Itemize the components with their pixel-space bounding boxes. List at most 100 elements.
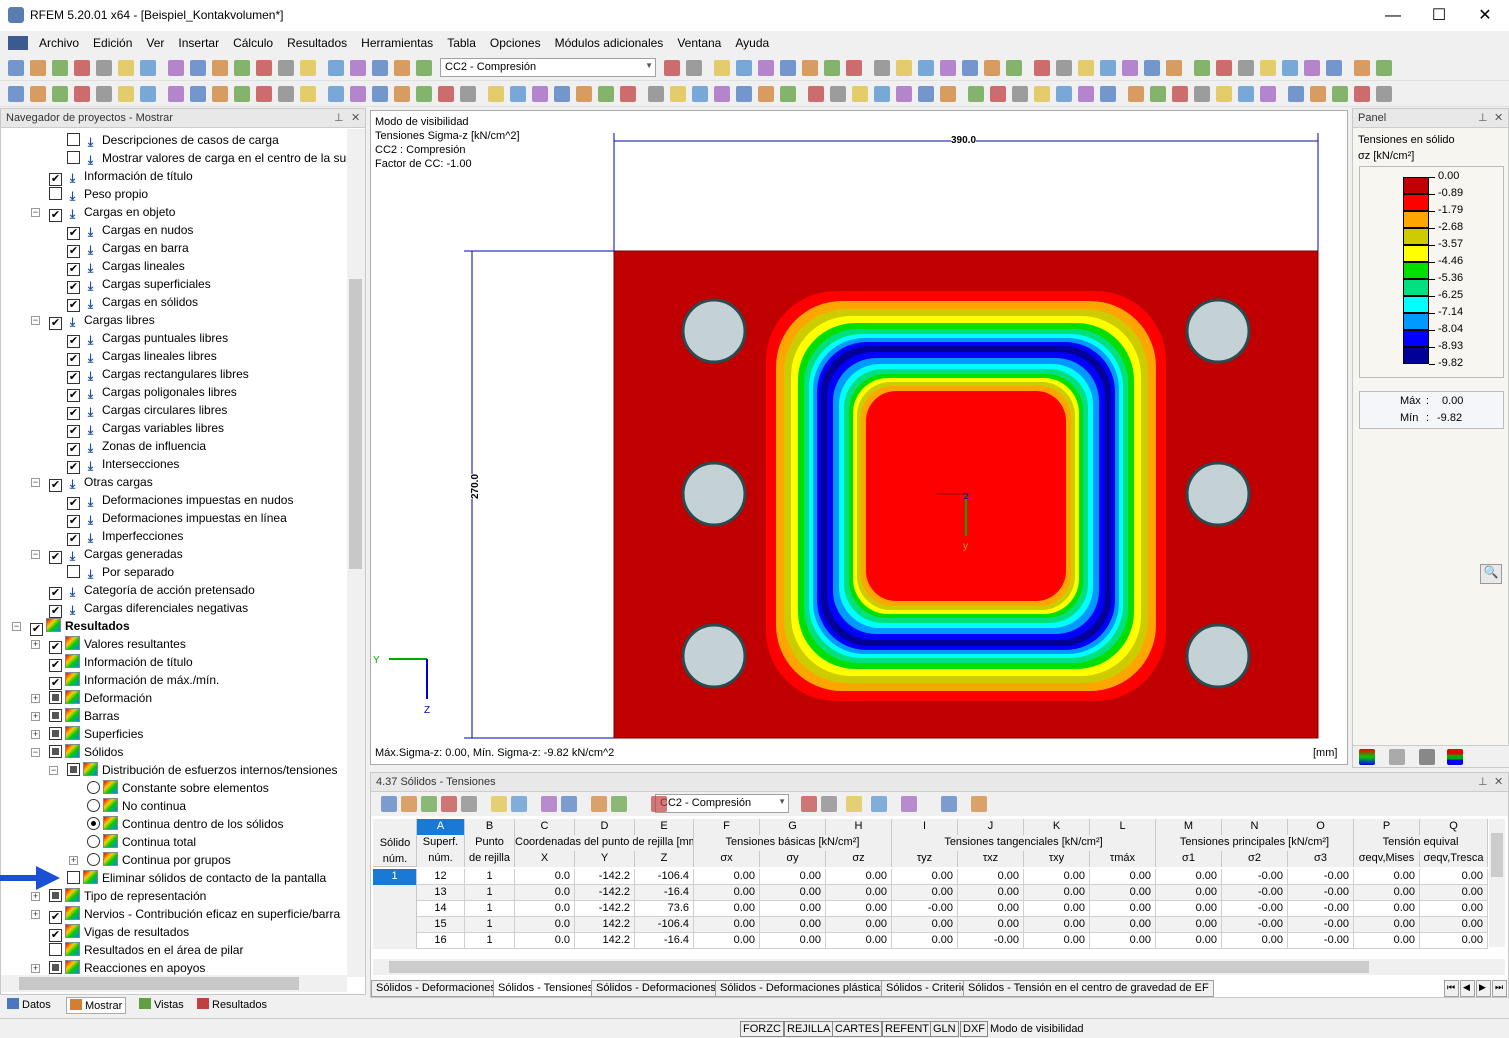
tab-nav-prev-icon[interactable]: ◀	[1460, 980, 1475, 997]
toolbar-icon[interactable]	[918, 86, 934, 102]
toolbar-icon[interactable]	[686, 60, 702, 76]
table-cell[interactable]: -0.00	[958, 933, 1024, 949]
table-cell[interactable]: -16.4	[635, 885, 694, 901]
column-letter-P[interactable]: P	[1354, 819, 1420, 835]
colors-tab-icon[interactable]	[1447, 749, 1463, 765]
tree-item[interactable]: Continua total	[87, 833, 196, 851]
toolbar-icon[interactable]	[168, 86, 184, 102]
checkbox[interactable]: ✔	[49, 605, 62, 618]
radio-button[interactable]	[87, 835, 100, 848]
menu-item-5[interactable]: Resultados	[287, 36, 348, 50]
toolbar-icon[interactable]	[780, 86, 796, 102]
tree-item[interactable]: ✔ ⤓ Cargas en sólidos	[67, 293, 198, 312]
checkbox[interactable]: ✔	[67, 443, 80, 456]
table-cell[interactable]: 0.00	[760, 901, 826, 917]
table-cell[interactable]: 1	[465, 869, 515, 885]
table-cell[interactable]: 0.00	[760, 917, 826, 933]
expand-toggle[interactable]: −	[12, 621, 21, 631]
toolbar-icon[interactable]	[714, 86, 730, 102]
tree-item[interactable]: ✔ ⤓ Cargas diferenciales negativas	[49, 599, 248, 618]
menu-item-9[interactable]: Módulos adicionales	[554, 36, 664, 50]
table-cell[interactable]: 0.00	[694, 933, 760, 949]
table-cell[interactable]: 0.00	[892, 917, 958, 933]
table-tab-0[interactable]: Sólidos - Deformaciones	[371, 980, 501, 997]
toolbar-icon[interactable]	[1078, 86, 1094, 102]
toolbar-icon[interactable]	[30, 60, 46, 76]
table-cell[interactable]: -0.00	[1222, 917, 1288, 933]
checkbox[interactable]	[49, 727, 62, 740]
toolbar-icon[interactable]	[394, 60, 410, 76]
toolbar-icon[interactable]	[1172, 86, 1188, 102]
table-cell[interactable]: 0.0	[515, 869, 575, 885]
checkbox[interactable]: ✔	[49, 641, 62, 654]
scrollbar-thumb[interactable]	[19, 977, 299, 990]
table-cell[interactable]: 0.00	[826, 933, 892, 949]
toolbar-icon[interactable]	[1304, 60, 1320, 76]
toolbar-icon[interactable]	[1310, 86, 1326, 102]
table-horizontal-scrollbar[interactable]	[373, 959, 1505, 975]
toolbar-icon[interactable]	[1282, 60, 1298, 76]
tree-item[interactable]: ✔ ⤓ Información de título	[49, 167, 193, 186]
checkbox[interactable]	[49, 943, 62, 956]
row-header[interactable]	[373, 901, 417, 917]
menu-item-4[interactable]: Cálculo	[233, 36, 274, 50]
tab-nav-next-icon[interactable]: ▶	[1476, 980, 1491, 997]
table-cell[interactable]: 0.00	[958, 917, 1024, 933]
column-letter-H[interactable]: H	[826, 819, 892, 835]
toolbar-icon[interactable]	[1238, 60, 1254, 76]
toolbar-icon[interactable]	[1194, 60, 1210, 76]
table-cell[interactable]: 0.00	[958, 869, 1024, 885]
checkbox[interactable]: ✔	[67, 299, 80, 312]
toolbar-icon[interactable]	[1100, 86, 1116, 102]
table-load-case-select[interactable]: CC2 - Compresión ▼	[655, 794, 789, 813]
table-cell[interactable]: 0.00	[760, 933, 826, 949]
toolbar-icon[interactable]	[1150, 86, 1166, 102]
toolbar-icon[interactable]	[1122, 60, 1138, 76]
toolbar-icon[interactable]	[300, 60, 316, 76]
table-cell[interactable]: 0.00	[1354, 885, 1420, 901]
table-cell[interactable]: 0.00	[1420, 869, 1488, 885]
status-toggle-rejilla[interactable]: REJILLA	[784, 1021, 834, 1037]
toolbar-icon[interactable]	[1034, 86, 1050, 102]
toolbar-icon[interactable]	[576, 86, 592, 102]
tree-item[interactable]: ⤓ Por separado	[67, 563, 174, 581]
table-cell[interactable]: 0.00	[1354, 901, 1420, 917]
table-cell[interactable]: 0.00	[694, 869, 760, 885]
table-cell[interactable]: 0.00	[1090, 917, 1156, 933]
table-tool-icon[interactable]	[491, 796, 507, 812]
table-cell[interactable]: 0.00	[1354, 869, 1420, 885]
checkbox[interactable]: ✔	[49, 317, 62, 330]
table-cell[interactable]: 0.00	[694, 885, 760, 901]
table-cell[interactable]: 15	[417, 917, 465, 933]
expand-toggle[interactable]: +	[69, 855, 78, 865]
toolbar-icon[interactable]	[394, 86, 410, 102]
checkbox[interactable]: ✔	[49, 677, 62, 690]
tree-item[interactable]: − ✔ Resultados	[12, 617, 130, 636]
tree-item[interactable]: Constante sobre elementos	[87, 779, 269, 797]
table-cell[interactable]: 142.2	[575, 933, 635, 949]
toolbar-icon[interactable]	[96, 60, 112, 76]
tree-item[interactable]: ✔ Vigas de resultados	[49, 923, 189, 942]
column-letter-C[interactable]: C	[515, 819, 575, 835]
toolbar-icon[interactable]	[212, 86, 228, 102]
table-tab-4[interactable]: Sólidos - Criterio	[881, 980, 973, 997]
tree-item[interactable]: ✔ ⤓ Intersecciones	[67, 455, 179, 474]
tree-item[interactable]: ✔ ⤓ Cargas puntuales libres	[67, 329, 228, 348]
tab-nav-last-icon[interactable]: ⏭	[1492, 980, 1507, 997]
column-letter-K[interactable]: K	[1024, 819, 1090, 835]
row-header[interactable]	[373, 933, 417, 949]
tree-item[interactable]: + ✔ Nervios - Contribución eficaz en super…	[31, 905, 340, 924]
toolbar-icon[interactable]	[648, 86, 664, 102]
table-cell[interactable]: 0.00	[826, 885, 892, 901]
table-cell[interactable]: 0.00	[1420, 917, 1488, 933]
tree-item[interactable]: ✔ ⤓ Deformaciones impuestas en línea	[67, 509, 287, 528]
tree-item[interactable]: ✔ ⤓ Cargas superficiales	[67, 275, 211, 294]
checkbox[interactable]	[67, 871, 80, 884]
row-header[interactable]: 1	[373, 869, 417, 885]
toolbar-icon[interactable]	[96, 86, 112, 102]
toolbar-icon[interactable]	[598, 86, 614, 102]
toolbar-icon[interactable]	[256, 86, 272, 102]
toolbar-icon[interactable]	[372, 86, 388, 102]
scrollbar-thumb[interactable]	[1491, 833, 1503, 877]
table-tool-icon[interactable]	[511, 796, 527, 812]
